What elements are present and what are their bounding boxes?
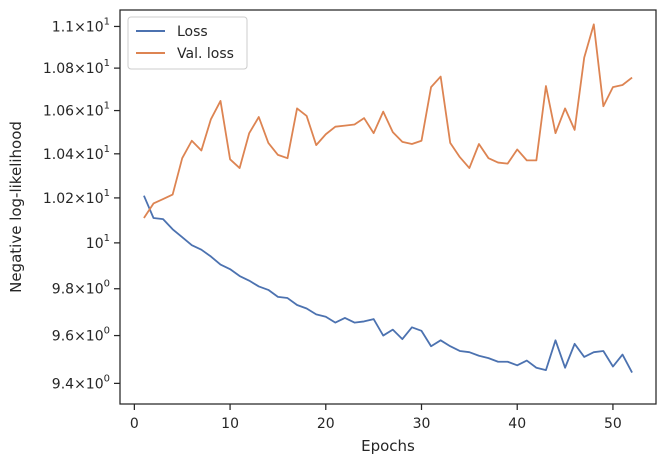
y-tick-exponent: 0 [104, 373, 110, 384]
legend-label-val-loss: Val. loss [177, 46, 234, 62]
y-tick-exponent: 0 [104, 279, 110, 290]
y-tick-label: 1.06×101 [43, 101, 110, 120]
y-tick-base: 10 [86, 376, 104, 392]
y-tick-times: × [74, 282, 86, 298]
y-tick-exponent: 1 [104, 233, 110, 244]
y-tick-times: × [74, 104, 86, 120]
y-tick-label: 9.4×100 [52, 373, 110, 392]
y-tick-times: × [74, 147, 86, 163]
y-tick-exponent: 0 [104, 326, 110, 337]
y-tick-mantissa: 1.06 [43, 104, 74, 120]
y-tick-exponent: 1 [104, 16, 110, 27]
y-tick-mantissa: 9.8 [52, 282, 74, 298]
legend: Loss Val. loss [127, 16, 248, 70]
y-tick-exponent: 1 [104, 58, 110, 69]
y-tick-base: 10 [86, 19, 104, 35]
x-tick-label: 40 [508, 416, 526, 432]
y-tick-times: × [74, 19, 86, 35]
y-tick-base: 10 [86, 236, 104, 252]
x-tick-label: 20 [317, 416, 335, 432]
y-ticks: 9.4×1009.6×1009.8×1001011.02×1011.04×101… [43, 16, 120, 392]
y-tick-exponent: 1 [104, 101, 110, 112]
y-tick-mantissa: 1.08 [43, 61, 74, 77]
y-tick-times: × [74, 61, 86, 77]
x-tick-label: 10 [221, 416, 239, 432]
y-tick-times: × [74, 329, 86, 345]
legend-label-loss: Loss [177, 24, 208, 40]
y-tick-label: 9.6×100 [52, 326, 110, 345]
y-tick-mantissa: 1.1 [52, 19, 74, 35]
y-tick-base: 10 [86, 282, 104, 298]
y-tick-mantissa: 9.4 [52, 376, 74, 392]
y-tick-base: 10 [86, 147, 104, 163]
y-tick-exponent: 1 [104, 144, 110, 155]
x-axis-label: Epochs [361, 437, 415, 455]
x-tick-label: 30 [413, 416, 431, 432]
series-line-val-loss [143, 23, 633, 219]
y-tick-base: 10 [86, 104, 104, 120]
x-tick-label: 0 [130, 416, 139, 432]
y-tick-label: 9.8×100 [52, 279, 110, 298]
y-tick-label: 1.1×101 [52, 16, 110, 35]
x-tick-label: 50 [604, 416, 622, 432]
y-axis-label: Negative log-likelihood [7, 121, 25, 293]
y-tick-exponent: 1 [104, 188, 110, 199]
y-tick-base: 10 [86, 191, 104, 207]
y-tick-label: 1.04×101 [43, 144, 110, 163]
y-tick-mantissa: 1.02 [43, 191, 74, 207]
y-tick-times: × [74, 376, 86, 392]
series-lines [143, 23, 633, 373]
y-tick-label: 1.08×101 [43, 58, 110, 77]
y-tick-mantissa: 1.04 [43, 147, 74, 163]
y-tick-base: 10 [86, 329, 104, 345]
plot-frame [119, 9, 657, 405]
y-tick-times: × [74, 191, 86, 207]
y-tick-label: 1.02×101 [43, 188, 110, 207]
y-tick-mantissa: 9.6 [52, 329, 74, 345]
y-tick-label: 101 [86, 233, 110, 252]
y-tick-base: 10 [86, 61, 104, 77]
series-line-loss [143, 195, 633, 373]
x-ticks: 0 10 20 30 40 50 [130, 404, 622, 432]
